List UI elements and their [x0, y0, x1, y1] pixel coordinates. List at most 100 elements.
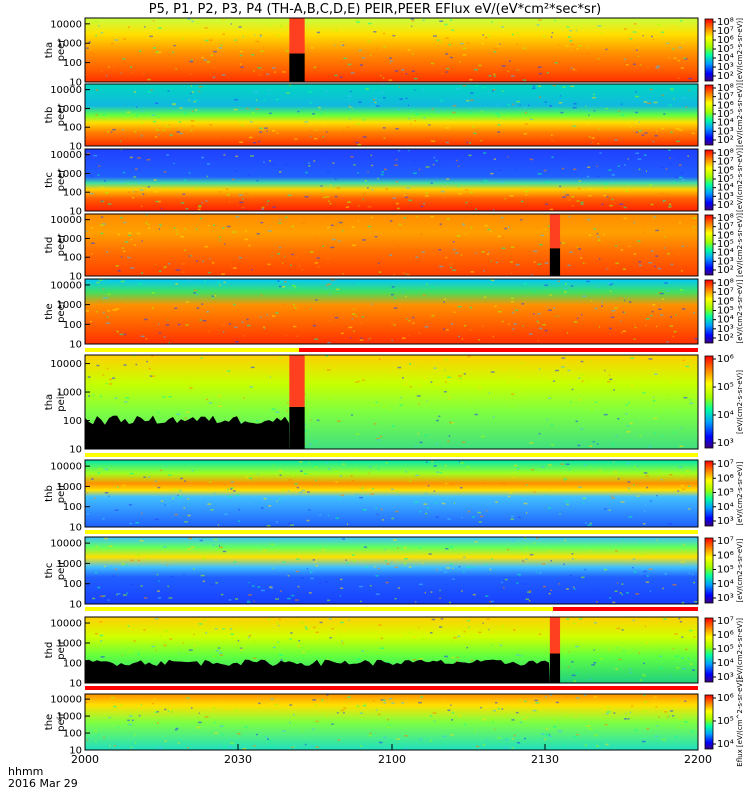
panel-tha-peer: 10000 1000 100 10 thapeer	[44, 17, 699, 89]
panel-thb-peer: 10000 1000 100 10 thbpeer	[44, 83, 699, 153]
y-tick-label: 10000	[50, 215, 82, 226]
colorbar-tick-label: 10⁴	[717, 410, 734, 421]
data-gap-top	[549, 214, 561, 249]
colorbar-label: [eV/(cm2-s-sr-eV)]	[736, 538, 744, 602]
colorbar-tick-label: 10⁵	[717, 109, 734, 120]
colorbar-tick-label: 10³	[717, 126, 734, 137]
colorbar-tick-label: 10⁵	[717, 565, 734, 576]
colorbar-tick-label: 10³	[717, 438, 734, 449]
panel-frame	[84, 148, 699, 212]
spectrogram-noise	[85, 279, 698, 344]
colorbar-tick-label: 10⁵	[717, 239, 734, 250]
colorbar-tick-label: 10⁷	[717, 459, 734, 470]
colorbar-tick-label: 10²	[717, 333, 734, 344]
colorbar-label: [eV/(cm2-s-sr-eV)]	[736, 213, 744, 277]
y-tick-label: 1000	[57, 639, 82, 650]
y-tick-label: 10	[69, 142, 82, 153]
y-tick-label: 10	[69, 78, 82, 89]
colorbar-tick-label: 10³	[717, 62, 734, 73]
colorbar-tick-label: 10⁸	[717, 83, 734, 94]
colorbar-tick-label: 10⁴	[717, 183, 734, 194]
y-tick-label: 10000	[50, 462, 82, 473]
panel-frame	[84, 213, 699, 277]
colorbar-tick-label: 10⁵	[717, 174, 734, 185]
colorbar-label: [eV/(cm2-s-sr-eV)]	[736, 370, 744, 434]
colorbar-thc-peir: 10⁷ 10⁶ 10⁵ 10⁴ 10³ [eV/(cm2-s-sr-eV)]	[704, 536, 744, 604]
y-axis-label: thcpeir	[44, 560, 67, 580]
colorbar-tick-label: 10⁷	[717, 536, 734, 547]
status-strip	[85, 453, 698, 457]
y-tick-label: 10	[69, 445, 82, 456]
y-tick-label: 10000	[50, 359, 82, 370]
colorbar-tick-label: 10⁸	[717, 278, 734, 289]
data-gap	[289, 406, 305, 449]
y-tick-label: 10	[69, 207, 82, 218]
colorbar-tick-label: 10⁴	[717, 118, 734, 129]
spectrogram-noise	[85, 694, 694, 750]
y-tick-label: 10	[69, 746, 82, 757]
y-tick-label: 1000	[57, 234, 82, 245]
colorbar-scale	[704, 694, 714, 750]
colorbar-tick-label: 10⁶	[717, 550, 734, 561]
colorbar-tick-label: 10³	[717, 256, 734, 267]
data-gap-top	[549, 617, 561, 654]
colorbar-tick-label: 10⁵	[717, 306, 734, 317]
plot-title: P5, P1, P2, P3, P4 (TH-A,B,C,D,E) PEIR,P…	[148, 2, 602, 17]
colorbar-tick-label: 10²	[717, 200, 734, 211]
colorbar-tick-label: 10⁶	[717, 230, 734, 241]
spectrogram-thd-peer	[85, 214, 698, 276]
y-tick-label: 10000	[50, 150, 82, 161]
y-tick-label: 1000	[57, 300, 82, 311]
y-tick-label: 1000	[57, 169, 82, 180]
colorbar-tick-label: 10⁶	[717, 35, 734, 46]
y-axis-label: thbpeir	[44, 483, 67, 503]
colorbar-tick-label: 10⁶	[717, 630, 734, 641]
colorbar-tick-label: 10⁴	[717, 53, 734, 64]
spectrogram-noise	[85, 460, 691, 527]
y-axis-label: thcpeer	[44, 168, 67, 192]
panel-the-peer: 10000 1000 100 10 thepeer	[44, 278, 699, 351]
x-tick-label: 2030	[224, 753, 252, 766]
colorbar-tick-label: 10⁶	[717, 296, 734, 307]
panel-thc-peer: 10000 1000 100 10 thcpeer	[44, 148, 699, 218]
colorbar-tick-label: 10³	[717, 593, 734, 604]
y-axis-label: thepeir	[44, 711, 67, 731]
y-tick-label: 1000	[57, 559, 82, 570]
colorbar-tick-label: 10⁴	[717, 579, 734, 590]
panel-thd-peer: 10000 1000 100 10 thdpeer	[44, 213, 699, 283]
colorbar-tick-label: 10³	[717, 672, 734, 683]
colorbar-scale	[704, 460, 714, 527]
panels-layer: 10000 1000 100 10 thapeer 10000 1000 100 10 thbpe…	[44, 17, 699, 757]
y-tick-label: 10000	[50, 280, 82, 291]
spectrogram-noise	[86, 214, 697, 276]
status-strip	[553, 607, 698, 611]
y-tick-label: 10000	[50, 19, 82, 30]
colorbar-tick-label: 10²	[717, 135, 734, 146]
colorbar-label: [eV/(cm2-s-sr-eV)]	[736, 461, 744, 525]
colorbar-tick-label: 10⁶	[717, 165, 734, 176]
colorbar-scale	[704, 279, 714, 344]
y-tick-label: 10	[69, 679, 82, 690]
spectrogram-the-peer	[85, 279, 698, 344]
panel-frame	[84, 278, 699, 345]
data-gap	[549, 653, 561, 683]
data-gap-top	[289, 355, 305, 407]
colorbar-label: [eV/(cm2-s-sr-eV)]	[736, 83, 744, 147]
panel-frame	[84, 354, 699, 450]
y-tick-label: 100	[63, 729, 82, 740]
colorbar-scale	[704, 84, 714, 146]
y-axis-label: thapeer	[44, 38, 67, 62]
y-tick-label: 10000	[50, 619, 82, 630]
colorbar-tick-label: 10⁷	[717, 26, 734, 37]
status-strip	[85, 530, 698, 534]
x-tick-label: 2130	[531, 753, 559, 766]
colorbar-tick-label: 10⁸	[717, 213, 734, 224]
spectrogram-noise	[86, 18, 693, 81]
colorbar-tick-label: 10⁶	[717, 100, 734, 111]
